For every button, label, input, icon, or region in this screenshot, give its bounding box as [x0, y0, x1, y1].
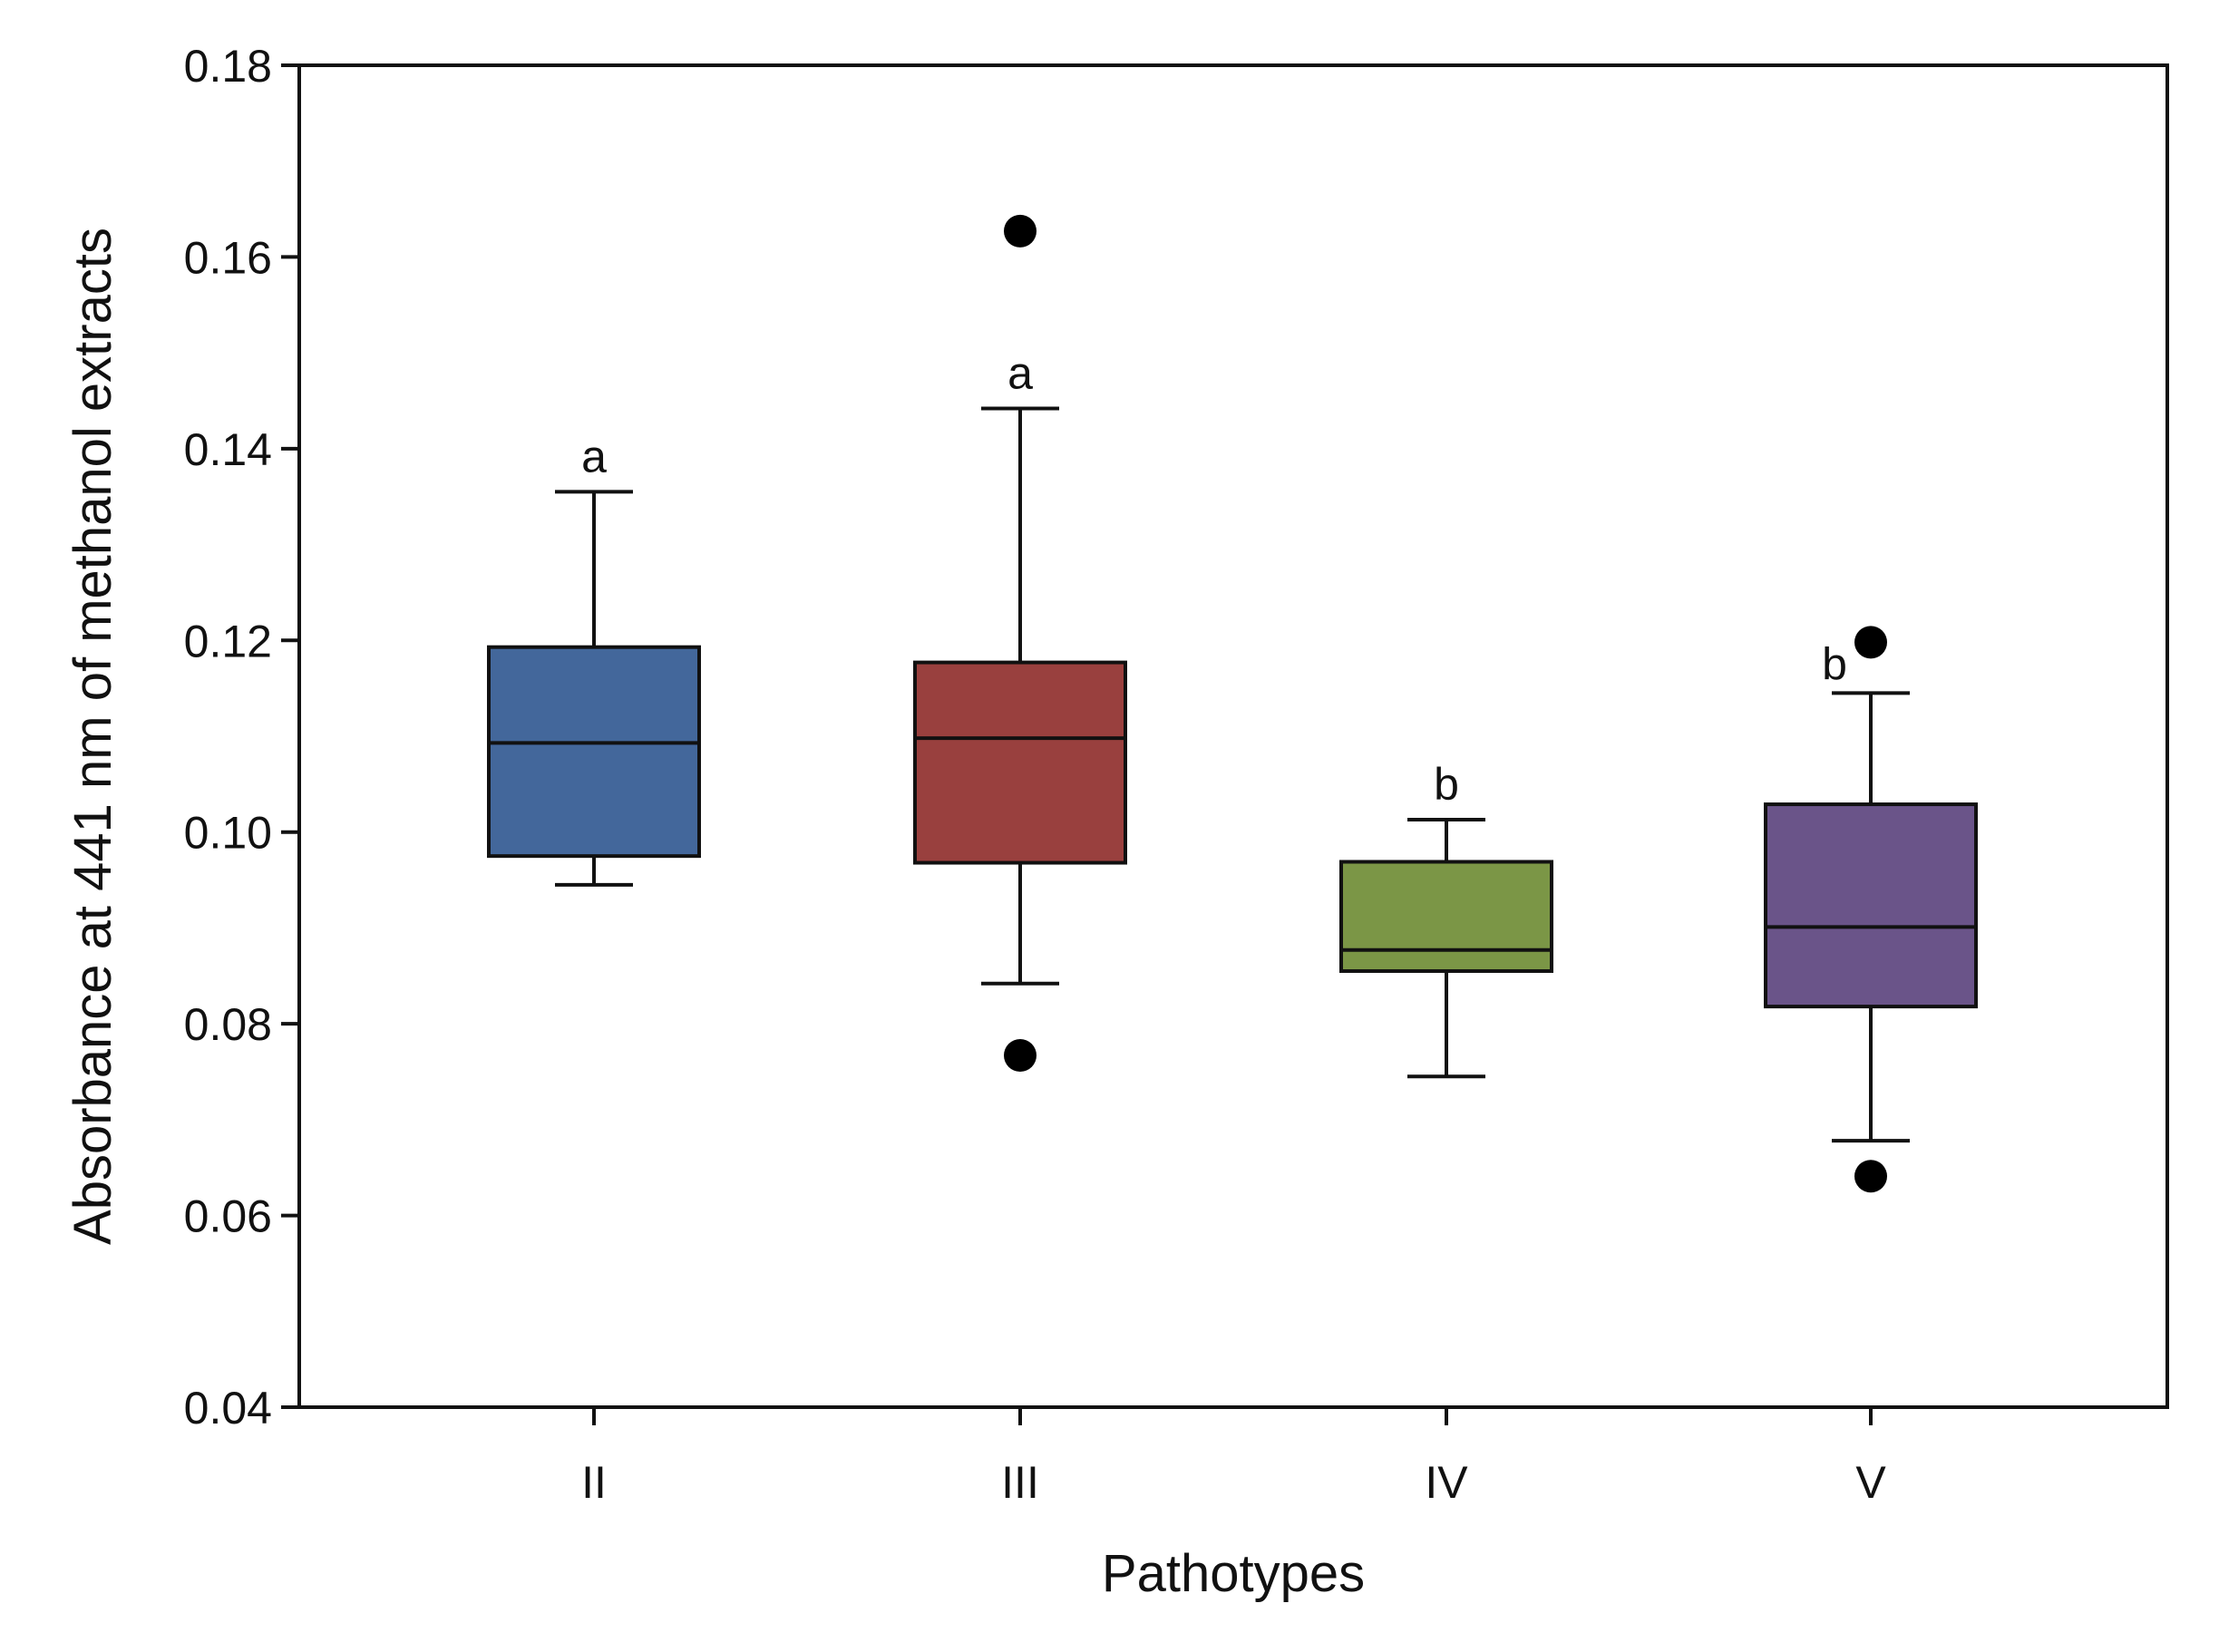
outlier-iii-0: [1004, 214, 1037, 248]
outlier-v-0: [1854, 626, 1887, 659]
y-tick-label: 0.04: [184, 1383, 272, 1433]
box-ii: [487, 645, 701, 859]
box-group-v: b: [1764, 626, 1978, 1193]
y-tick-label: 0.18: [184, 41, 272, 92]
box-group-iv: b: [1339, 759, 1553, 1079]
box-group-iii: a: [913, 214, 1127, 1073]
box-iii: [913, 660, 1127, 865]
significance-letter-iii: a: [1007, 347, 1033, 398]
x-axis: II III IV V: [581, 1407, 1886, 1508]
outlier-v-1: [1854, 1160, 1887, 1193]
y-tick-label: 0.14: [184, 424, 272, 475]
x-tick-label-v: V: [1855, 1457, 1886, 1508]
plot-layer: a a b b: [487, 214, 1978, 1193]
x-tick-label-ii: II: [581, 1457, 607, 1508]
y-tick-label: 0.06: [184, 1191, 272, 1242]
y-tick-label: 0.16: [184, 232, 272, 283]
x-tick-label-iii: III: [1001, 1457, 1039, 1508]
y-tick-label: 0.12: [184, 616, 272, 666]
x-tick-label-iv: IV: [1425, 1457, 1468, 1508]
y-axis: 0.04 0.06 0.08 0.10 0.12 0.14 0.16 0.18: [184, 41, 299, 1433]
significance-letter-v: b: [1822, 638, 1847, 689]
y-axis-title: Absorbance at 441 nm of methanol extract…: [63, 228, 122, 1245]
x-axis-title: Pathotypes: [1102, 1544, 1365, 1603]
box-v: [1764, 802, 1978, 1009]
significance-letter-ii: a: [581, 431, 607, 481]
significance-letter-iv: b: [1434, 759, 1459, 810]
plot-frame: [297, 63, 2169, 1409]
y-tick-label: 0.10: [184, 808, 272, 859]
outlier-iii-1: [1004, 1039, 1037, 1073]
box-iv: [1339, 860, 1553, 973]
y-tick-label: 0.08: [184, 999, 272, 1050]
box-group-ii: a: [487, 431, 701, 887]
